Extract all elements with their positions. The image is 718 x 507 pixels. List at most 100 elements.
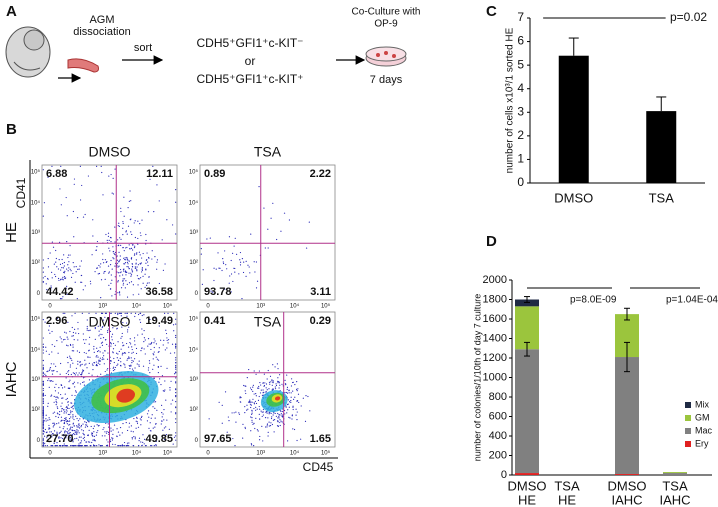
event-dot [61,445,63,447]
event-dot [42,398,44,400]
event-dot [260,410,262,412]
x-tick-label: TSA [649,190,675,205]
quadrant-value: 49.85 [145,433,173,445]
flow-y-tick: 10⁵ [189,168,199,175]
event-dot [42,406,44,409]
event-dot [124,366,126,368]
event-dot [118,222,120,224]
event-dot [42,421,44,424]
event-dot [124,257,126,259]
event-dot [62,312,64,314]
step-label: Co-Culture with [352,7,421,18]
event-dot [113,424,116,426]
event-dot [296,411,298,413]
event-dot [136,270,138,272]
event-dot [78,268,80,270]
event-dot [60,405,62,407]
event-dot [244,406,246,408]
event-dot [144,286,146,288]
event-dot [69,435,71,437]
event-dot [132,431,134,433]
event-dot [113,366,115,368]
event-dot [105,233,107,236]
legend-swatch [685,415,691,421]
event-dot [132,360,134,362]
event-dot [241,257,244,260]
event-dot [64,331,66,333]
event-dot [144,353,146,355]
event-dot [131,352,133,354]
axis-label: CD45 [303,460,334,474]
event-dot [109,264,112,266]
event-dot [53,422,55,424]
event-dot [102,337,105,339]
event-dot [146,413,149,415]
event-dot [153,342,155,344]
event-dot [147,410,150,412]
quadrant-value: 0.29 [310,315,331,327]
event-dot [105,432,108,434]
event-dot [65,372,67,375]
event-dot [141,347,143,349]
event-dot [255,287,258,289]
event-dot [175,435,177,437]
event-dot [68,430,70,432]
event-dot [251,412,253,414]
event-dot [110,282,112,284]
event-dot [309,410,311,412]
event-dot [63,408,65,411]
event-dot [61,387,64,389]
event-dot [45,283,47,285]
event-dot [126,246,128,249]
event-dot [305,247,308,249]
event-dot [137,284,139,286]
event-dot [73,339,75,341]
event-dot [279,410,282,412]
event-dot [267,431,269,433]
event-dot [249,399,251,401]
event-dot [67,371,69,373]
event-dot [55,399,57,401]
event-dot [42,417,44,419]
event-dot [65,287,67,289]
event-dot [107,431,110,433]
event-dot [66,420,69,422]
event-dot [42,383,44,385]
event-dot [175,382,177,384]
event-dot [297,393,300,395]
event-dot [126,258,129,260]
event-dot [100,263,102,265]
event-dot [67,373,70,376]
event-dot [117,225,119,227]
event-dot [285,384,287,386]
event-dot [55,365,57,367]
event-dot [98,444,100,446]
event-dot [270,381,272,383]
event-dot [74,390,77,392]
event-dot [286,412,288,414]
event-dot [135,259,137,261]
event-dot [258,405,260,408]
event-dot [58,387,60,389]
event-dot [74,445,76,447]
event-dot [81,312,83,314]
event-dot [67,321,69,323]
event-dot [85,424,87,426]
event-dot [126,296,129,298]
event-dot [42,445,44,447]
event-dot [73,381,75,383]
event-dot [79,365,81,367]
event-dot [268,413,270,415]
event-dot [251,444,253,446]
quadrant-value: 12.11 [146,168,173,180]
event-dot [230,273,233,275]
event-dot [61,341,63,343]
event-dot [71,440,73,442]
event-dot [141,271,143,273]
event-dot [175,418,177,420]
event-dot [100,342,103,344]
event-dot [133,436,135,438]
event-dot [43,435,46,437]
event-dot [218,267,220,269]
event-dot [42,430,44,433]
